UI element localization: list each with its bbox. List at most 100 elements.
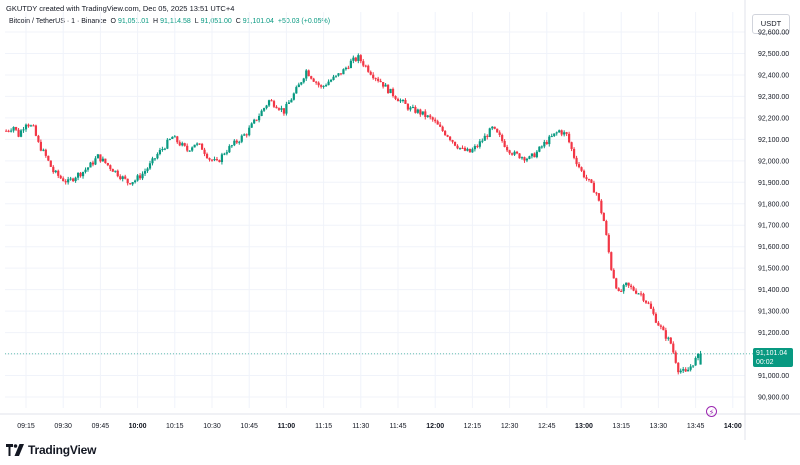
candle-body — [213, 159, 216, 161]
currency-button[interactable]: USDT — [752, 14, 790, 34]
candle-body — [508, 150, 511, 154]
candle-body — [62, 178, 65, 182]
low-label: L — [194, 18, 199, 25]
candle-body — [493, 126, 496, 129]
y-tick-label: 91,800.00 — [758, 201, 789, 208]
y-tick-label: 92,000.00 — [758, 158, 789, 165]
symbol-label[interactable]: Bitcoin / TetherUS · 1 · Binance — [9, 18, 107, 25]
candle-body — [285, 103, 288, 114]
candle-body — [91, 162, 95, 165]
candle-body — [312, 78, 315, 82]
candle-body — [34, 125, 38, 136]
candle-body — [74, 177, 77, 182]
candle-body — [357, 55, 360, 61]
candle-body — [258, 116, 261, 121]
candle-body — [558, 130, 561, 133]
candle-body — [600, 200, 603, 213]
candle-body — [377, 78, 380, 81]
candle-body — [131, 182, 134, 185]
x-tick-label: 09:45 — [92, 423, 110, 430]
candle-body — [44, 149, 47, 156]
candle-body — [126, 178, 129, 184]
candle-body — [414, 106, 417, 113]
y-tick-label: 91,200.00 — [758, 330, 789, 337]
candle-body — [148, 163, 152, 169]
candle-body — [7, 130, 10, 132]
candle-body — [186, 145, 189, 151]
candle-body — [570, 142, 573, 149]
candle-body — [699, 353, 702, 365]
candle-body — [525, 158, 529, 161]
candle-body — [468, 148, 472, 153]
symbol-legend: Bitcoin / TetherUS · 1 · Binance O 91,051… — [9, 18, 332, 25]
candle-body — [379, 80, 382, 83]
candle-body — [451, 140, 454, 142]
candle-body — [622, 285, 625, 292]
candle-body — [205, 153, 209, 159]
candle-body — [441, 126, 444, 131]
candle-body — [235, 140, 238, 143]
candle-body — [141, 173, 144, 179]
candle-body — [220, 154, 224, 163]
brand-name: TradingView — [28, 443, 97, 457]
y-tick-label: 91,900.00 — [758, 180, 789, 187]
candle-body — [458, 147, 462, 149]
y-tick-label: 92,100.00 — [758, 137, 789, 144]
candle-body — [610, 252, 613, 270]
candle-body — [496, 128, 499, 133]
candle-body — [682, 369, 685, 371]
candle-body — [520, 157, 524, 159]
candle-body — [238, 141, 241, 143]
candle-body — [183, 143, 186, 146]
candle-body — [359, 55, 362, 62]
close-label: C — [235, 18, 241, 25]
candle-body — [575, 157, 578, 165]
candle-body — [233, 140, 236, 146]
candle-body — [580, 167, 583, 171]
candle-body — [372, 74, 375, 79]
candle-body — [399, 100, 402, 102]
candle-body — [218, 160, 221, 163]
candle-body — [280, 108, 283, 110]
candle-body — [352, 57, 355, 61]
candle-body — [597, 193, 600, 201]
candle-body — [275, 106, 278, 109]
candle-body — [5, 130, 8, 132]
candle-body — [193, 144, 196, 148]
candle-body — [262, 108, 266, 111]
candle-body — [282, 108, 286, 114]
candle-body — [151, 158, 154, 164]
candle-body — [491, 126, 494, 129]
candle-body — [94, 158, 97, 165]
candle-body — [101, 158, 104, 162]
candle-body — [317, 82, 320, 86]
y-tick-label: 90,900.00 — [758, 395, 789, 402]
candle-body — [315, 81, 318, 83]
candle-body — [592, 182, 596, 193]
candle-body — [89, 162, 92, 168]
candle-body — [615, 278, 618, 289]
candle-body — [121, 176, 124, 180]
lightning-bolt-icon[interactable]: ⚡ — [706, 406, 717, 417]
candle-body — [692, 365, 695, 367]
candle-body — [54, 170, 57, 173]
candle-body — [545, 141, 548, 145]
candle-body — [582, 170, 586, 178]
tradingview-brand[interactable]: TradingView — [6, 441, 96, 459]
candle-body — [446, 135, 449, 137]
candle-body — [310, 76, 313, 79]
x-tick-label: 11:15 — [315, 423, 332, 430]
candle-body — [156, 154, 159, 159]
candle-body — [347, 67, 350, 69]
candle-body — [696, 353, 700, 358]
x-tick-label: 11:45 — [390, 423, 407, 430]
candle-body — [322, 85, 325, 87]
candle-body — [679, 370, 682, 373]
candle-body — [255, 119, 258, 121]
candle-body — [39, 141, 42, 151]
candle-body — [297, 84, 300, 88]
open-value: 91,051.01 — [117, 18, 150, 25]
candle-body — [478, 141, 481, 147]
bar-countdown: 00:02 — [756, 359, 774, 366]
